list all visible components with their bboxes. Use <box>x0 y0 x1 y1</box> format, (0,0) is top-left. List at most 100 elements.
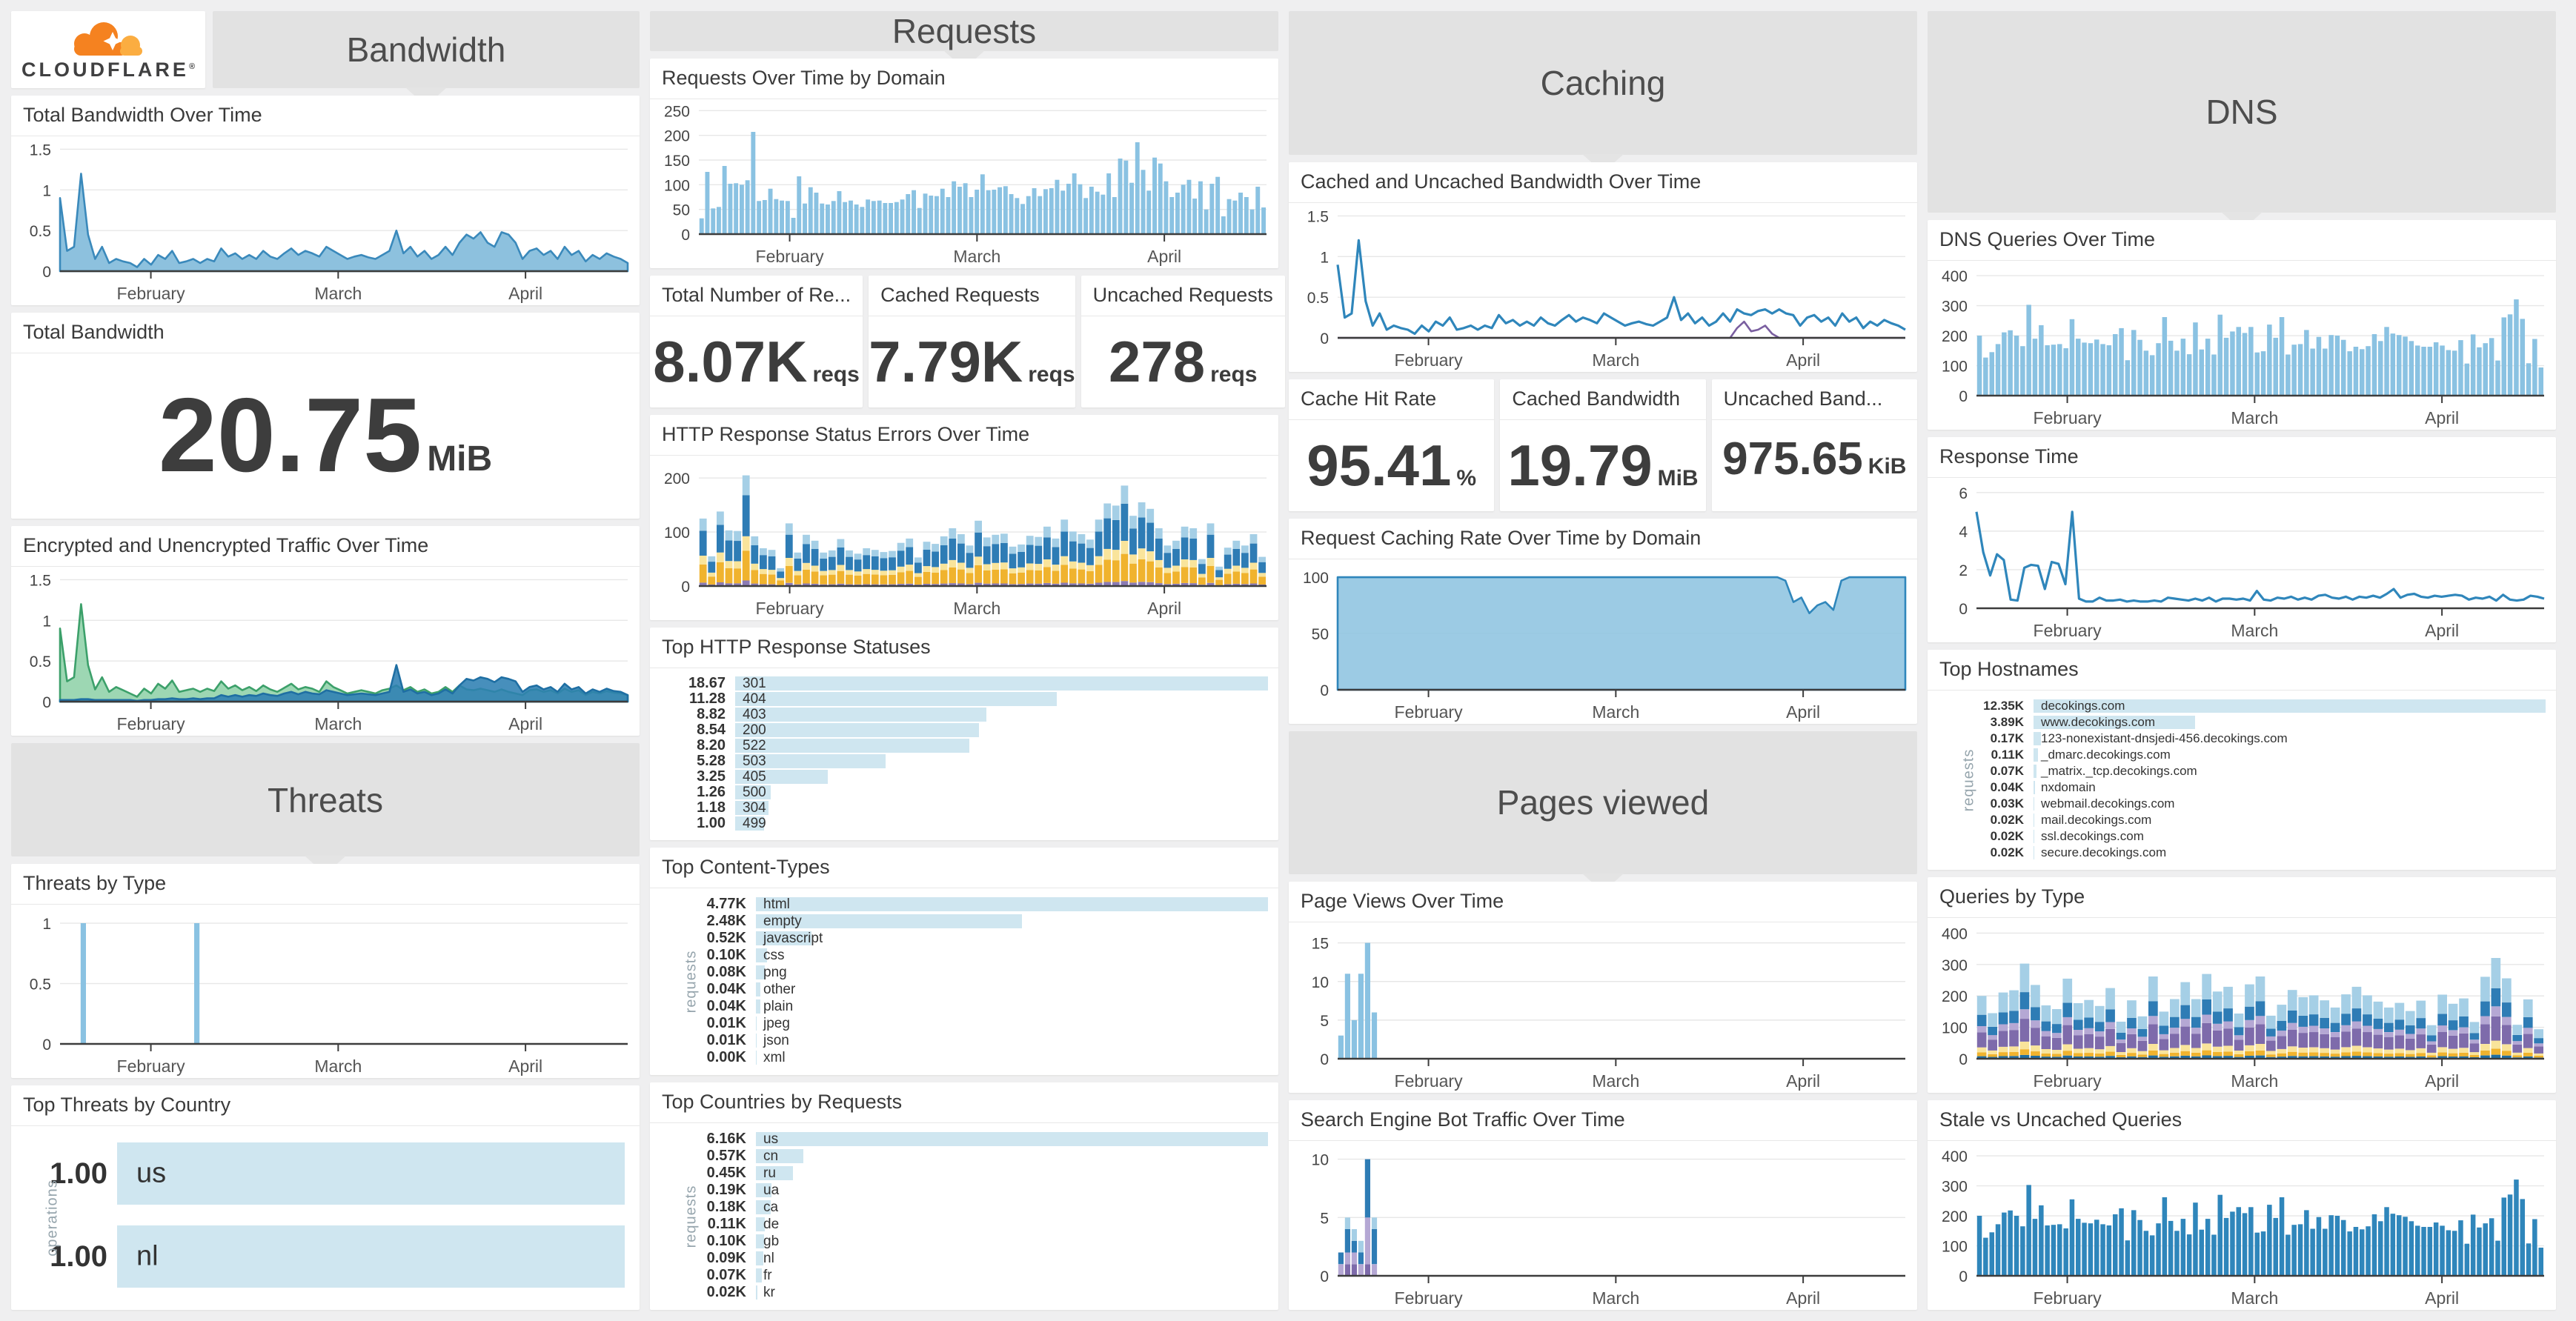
item-value: 0.57K <box>706 1148 746 1164</box>
panel-title: Top Hostnames <box>1928 650 2556 691</box>
total-bandwidth-area-chart[interactable]: 0 0.5 1 1.5 February March April <box>11 136 640 305</box>
panel-top-countries: Top Countries by Requests requests 6.16K… <box>650 1082 1278 1310</box>
cached-bandwidth-line-chart[interactable]: 0 0.5 1 1.5 February March April <box>1289 203 1917 372</box>
requests-bar-chart[interactable]: 0 50 100 150 200 250 February March April <box>650 99 1278 268</box>
item-value: 3.89K <box>1990 715 2024 729</box>
list-item: 2.48K empty <box>675 913 1268 930</box>
section-header-bandwidth: Bandwidth <box>213 11 640 106</box>
stat-unit: reqs <box>1028 362 1075 387</box>
http-statuses-bar-list[interactable]: 18.67 301 11.28 404 8.82 403 8.54 200 8.20 522 5.2… <box>654 675 1268 831</box>
list-item: 0.01K json <box>675 1032 1268 1049</box>
item-value: 1.26 <box>697 784 726 800</box>
svg-text:200: 200 <box>1942 988 1968 1005</box>
svg-text:April: April <box>1786 702 1820 722</box>
search-bot-stacked-chart[interactable]: 0 5 10 February March April <box>1289 1141 1917 1310</box>
threat-countries-bar-list[interactable]: 1.00 us 1.00 nl <box>19 1139 625 1291</box>
list-item: 3.25 405 <box>654 768 1268 785</box>
svg-text:50: 50 <box>673 202 690 219</box>
panel-total-bandwidth-over-time: Total Bandwidth Over Time 0 0.5 1 1.5 Februa… <box>11 96 640 305</box>
item-bar <box>735 676 1268 691</box>
stat-number: 975.65 <box>1722 433 1863 485</box>
item-label: ua <box>763 1182 780 1198</box>
section-header-dns: DNS <box>1928 11 2556 230</box>
panel-title: Response Time <box>1928 437 2556 478</box>
column-requests: Requests Requests Over Time by Domain 0 5… <box>650 11 1285 1310</box>
item-label: mail.decokings.com <box>2041 813 2152 827</box>
item-label: xml <box>763 1049 786 1065</box>
item-bar <box>756 965 765 980</box>
svg-text:February: February <box>1395 702 1464 722</box>
stale-queries-bar-chart[interactable]: 0 100 200 300 400 February March April <box>1928 1141 2556 1310</box>
svg-text:0: 0 <box>42 694 51 711</box>
panel-page-views: Page Views Over Time 0 5 10 15 February March… <box>1289 882 1917 1093</box>
section-title: Pages viewed <box>1496 783 1710 822</box>
item-bar <box>117 1142 625 1205</box>
stat-number: 20.75 <box>158 376 422 494</box>
item-label: 404 <box>743 691 766 707</box>
svg-text:100: 100 <box>1303 570 1329 587</box>
svg-text:0: 0 <box>1320 330 1329 347</box>
svg-text:400: 400 <box>1942 1148 1968 1165</box>
item-bar <box>756 1182 772 1198</box>
item-label: 403 <box>743 706 766 722</box>
countries-bar-list[interactable]: 6.16K us 0.57K cn 0.45K ru 0.19K ua 0.18K ca 0.11K… <box>675 1131 1268 1301</box>
svg-text:1: 1 <box>1320 249 1329 266</box>
svg-text:0: 0 <box>1959 601 1968 618</box>
list-item: 0.07K fr <box>675 1267 1268 1284</box>
list-item: 3.89K www.decokings.com <box>1953 714 2546 731</box>
column-dns: DNS DNS Queries Over Time 0 100 200 300 400 F… <box>1928 11 2556 1310</box>
panel-top-hostnames: Top Hostnames requests 12.35K decokings.c… <box>1928 650 2556 870</box>
stat-unit: MiB <box>1657 465 1699 490</box>
item-label: javascript <box>763 930 823 946</box>
svg-text:February: February <box>1395 1288 1464 1308</box>
svg-text:400: 400 <box>1942 925 1968 942</box>
svg-text:0: 0 <box>42 1036 51 1054</box>
queries-by-type-stacked-chart[interactable]: 0 100 200 300 400 February March April <box>1928 918 2556 1093</box>
svg-text:0: 0 <box>681 227 690 244</box>
item-bar <box>735 801 769 815</box>
svg-text:100: 100 <box>1942 359 1968 376</box>
svg-text:April: April <box>1786 1071 1820 1091</box>
svg-text:April: April <box>508 284 542 303</box>
item-label: us <box>763 1131 779 1147</box>
item-value: 0.09K <box>706 1250 746 1266</box>
svg-text:April: April <box>1786 350 1820 370</box>
svg-text:1: 1 <box>42 182 51 199</box>
dns-queries-bar-chart[interactable]: 0 100 200 300 400 February March April <box>1928 261 2556 430</box>
svg-text:March: March <box>314 1057 362 1076</box>
item-value: 0.11K <box>707 1216 746 1232</box>
svg-text:0.5: 0.5 <box>1307 290 1329 307</box>
item-label: _dmarc.decokings.com <box>2041 748 2171 762</box>
item-bar <box>735 770 829 784</box>
item-bar <box>756 1165 794 1181</box>
encrypted-traffic-area-chart[interactable]: 0 0.5 1 1.5 February March April <box>11 567 640 736</box>
caching-rate-area-chart[interactable]: 0 50 100 February March April <box>1289 559 1917 724</box>
item-label: png <box>763 964 787 980</box>
item-bar <box>756 1234 765 1249</box>
content-types-bar-list[interactable]: 4.77K html 2.48K empty 0.52K javascript 0.10K c… <box>675 896 1268 1066</box>
hostnames-bar-list[interactable]: 12.35K decokings.com 3.89K www.decokings.co… <box>1953 698 2546 861</box>
item-value: 0.07K <box>706 1267 746 1283</box>
response-time-line-chart[interactable]: 0 2 4 6 February March April <box>1928 478 2556 642</box>
svg-text:February: February <box>2034 408 2102 427</box>
cloudflare-logo-text: CLOUDFLARE® <box>21 58 196 81</box>
threats-by-type-bar-chart[interactable]: 0 0.5 1 February March April <box>11 905 640 1078</box>
panel-title: Uncached Band... <box>1711 379 1917 420</box>
panel-title: Top Content-Types <box>650 848 1278 888</box>
panel-http-errors: HTTP Response Status Errors Over Time 0 1… <box>650 415 1278 620</box>
http-errors-stacked-chart[interactable]: 0 100 200 February March April <box>650 456 1278 620</box>
item-value: 0.45K <box>706 1165 746 1181</box>
svg-text:0: 0 <box>1320 682 1329 699</box>
item-label: nxdomain <box>2041 780 2096 794</box>
list-item: 11.28 404 <box>654 691 1268 707</box>
item-bar <box>735 708 987 722</box>
stat-unit: % <box>1456 465 1477 490</box>
page-views-bar-chart[interactable]: 0 5 10 15 February March April <box>1289 922 1917 1093</box>
list-item: 0.04K plain <box>675 998 1268 1015</box>
list-item: 1.00 nl <box>19 1222 625 1291</box>
svg-text:300: 300 <box>1942 1179 1968 1196</box>
item-label: de <box>763 1216 780 1232</box>
item-bar <box>756 1148 804 1164</box>
svg-text:April: April <box>1786 1288 1820 1308</box>
item-value: 12.35K <box>1983 699 2024 713</box>
